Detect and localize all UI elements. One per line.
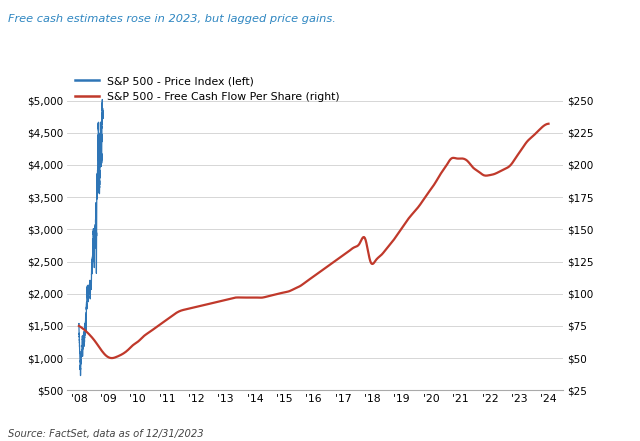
Text: Source: FactSet, data as of 12/31/2023: Source: FactSet, data as of 12/31/2023 [8, 429, 204, 439]
Text: Figure 2:  S&P 500 Free Cash Flow vs. Price: Figure 2: S&P 500 Free Cash Flow vs. Pri… [8, 38, 435, 56]
Text: Free cash estimates rose in 2023, but lagged price gains.: Free cash estimates rose in 2023, but la… [8, 14, 335, 24]
Legend: S&P 500 - Price Index (left), S&P 500 - Free Cash Flow Per Share (right): S&P 500 - Price Index (left), S&P 500 - … [72, 74, 342, 104]
